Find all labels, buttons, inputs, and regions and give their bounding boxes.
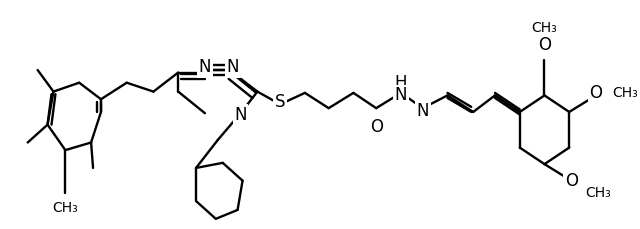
Text: H: H bbox=[395, 74, 407, 92]
Text: N: N bbox=[234, 106, 247, 123]
Text: N: N bbox=[198, 58, 211, 76]
Text: CH₃: CH₃ bbox=[612, 86, 637, 100]
Text: O: O bbox=[564, 172, 578, 190]
Text: S: S bbox=[275, 93, 285, 111]
Text: CH₃: CH₃ bbox=[52, 201, 78, 215]
Text: N: N bbox=[417, 102, 429, 120]
Text: CH₃: CH₃ bbox=[585, 186, 611, 200]
Text: CH₃: CH₃ bbox=[532, 21, 557, 35]
Text: O: O bbox=[538, 35, 551, 54]
Text: N: N bbox=[227, 58, 239, 76]
Text: O: O bbox=[589, 84, 602, 102]
Text: O: O bbox=[370, 118, 383, 136]
Text: N: N bbox=[395, 86, 407, 104]
